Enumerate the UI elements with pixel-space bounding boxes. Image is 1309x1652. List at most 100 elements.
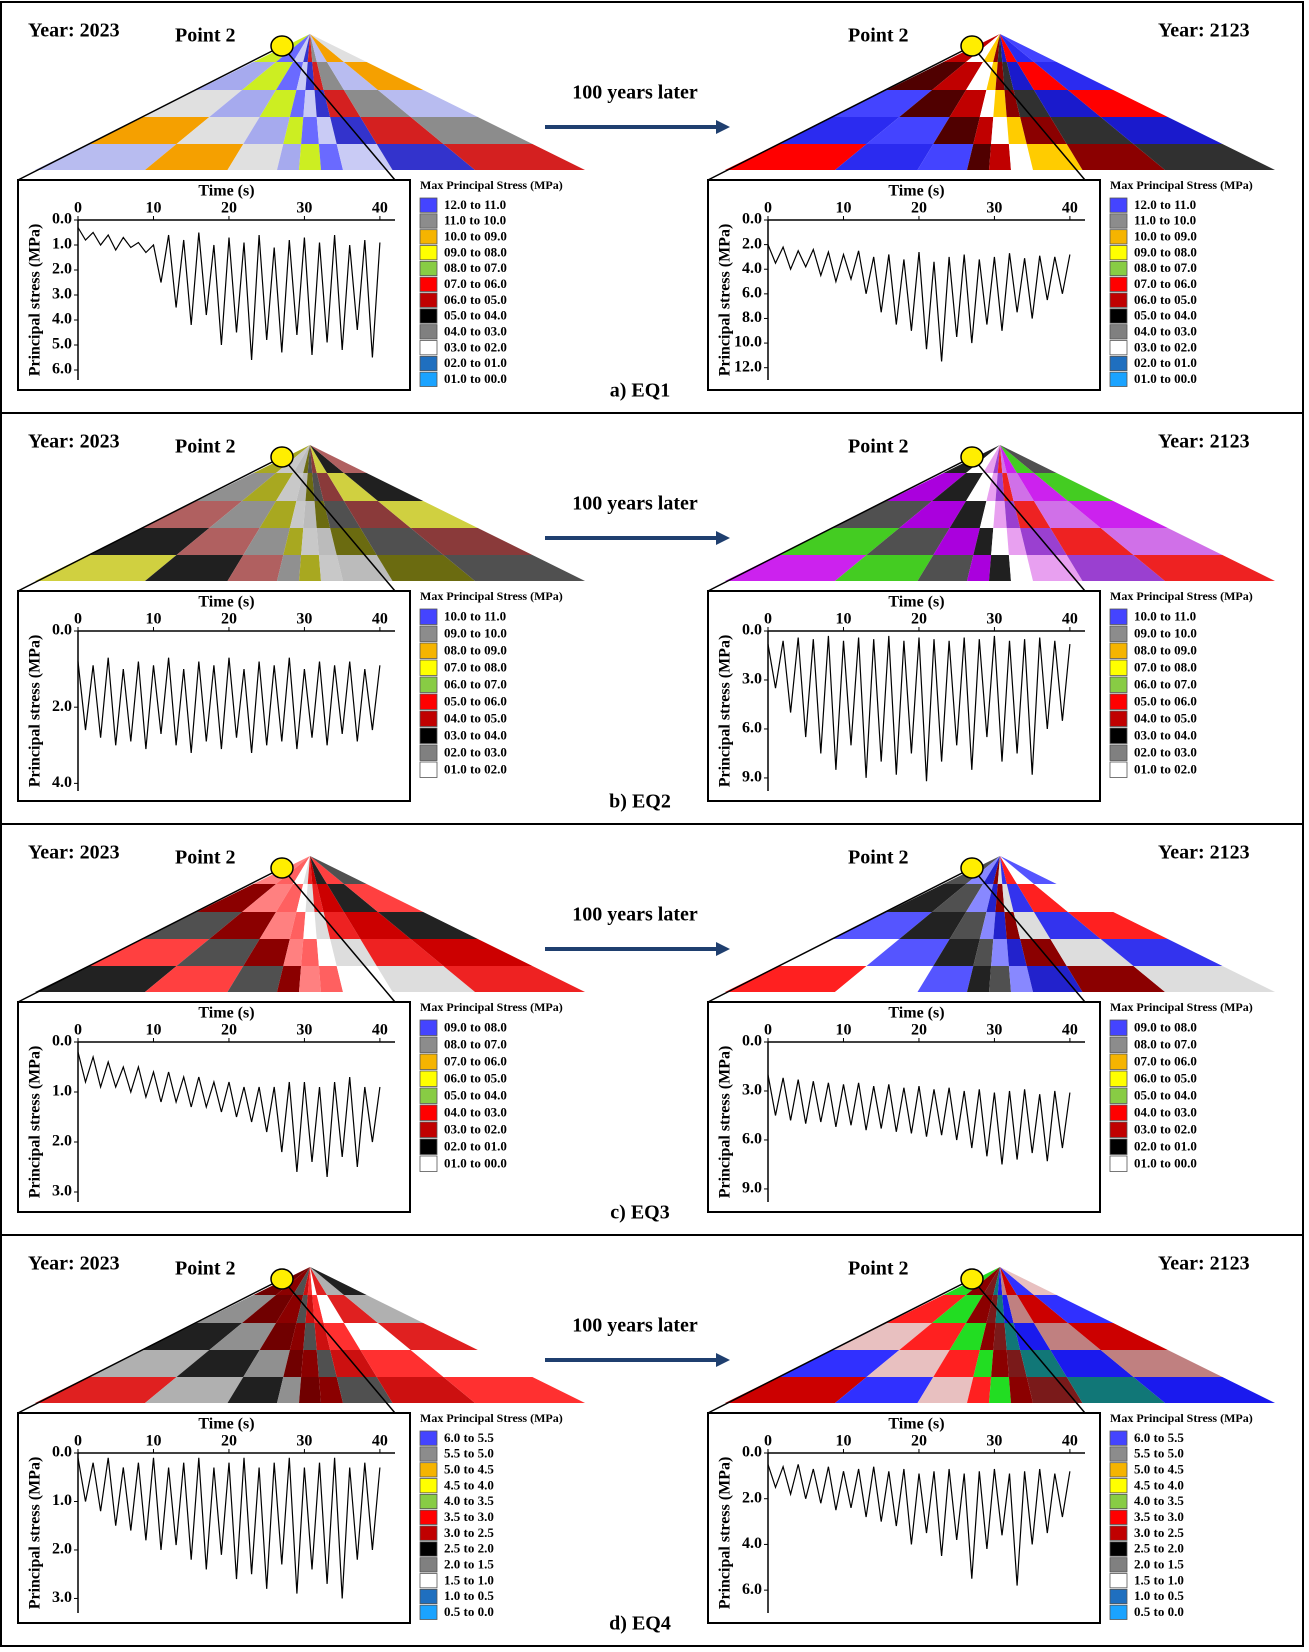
- legend-label: 04.0 to 03.0: [444, 1104, 507, 1119]
- legend-swatch: [1109, 1446, 1128, 1462]
- dam-cell: [997, 34, 1003, 62]
- dam-cell: [209, 501, 277, 528]
- year-label: Year: 2023: [28, 1253, 120, 1275]
- legend-label: 03.0 to 04.0: [444, 727, 507, 742]
- y-tick-label: 2.0: [52, 1541, 72, 1558]
- x-tick-label: 30: [986, 1022, 1002, 1039]
- dam-cell: [242, 884, 294, 912]
- dam-cell: [376, 555, 475, 581]
- zoom-line: [281, 1278, 396, 1414]
- legend-swatch: [1109, 761, 1128, 778]
- legend-swatch: [1109, 625, 1128, 642]
- dam-cell: [343, 501, 411, 528]
- inset-box: [707, 590, 1101, 802]
- stress-line: [767, 635, 1071, 782]
- y-tick-label: 2.0: [52, 261, 72, 278]
- stress-line: [767, 1464, 1071, 1586]
- dam-cell: [253, 856, 310, 884]
- zoom-line: [17, 867, 283, 1003]
- dam-cell: [986, 1295, 998, 1323]
- dam-cell: [145, 144, 244, 170]
- y-tick-label: 0.0: [52, 622, 72, 639]
- dam-cell: [993, 90, 1007, 117]
- legend-swatch: [419, 1087, 438, 1104]
- dam-cell: [967, 966, 992, 992]
- x-tick-label: 40: [1062, 1022, 1078, 1039]
- legend-label: 04.0 to 03.0: [1134, 324, 1197, 339]
- legend-label: 02.0 to 03.0: [444, 744, 507, 759]
- x-tick-label: 0: [764, 611, 772, 628]
- dam-cell: [1006, 1295, 1034, 1323]
- dam-cell: [997, 445, 1003, 473]
- dam-cell: [835, 966, 934, 992]
- x-tick-label: 0: [74, 611, 82, 628]
- dam-cell: [310, 1267, 367, 1295]
- dam-cell: [989, 1377, 1011, 1403]
- legend-label: 03.0 to 02.0: [1134, 1121, 1197, 1136]
- legend-swatch: [419, 1588, 438, 1605]
- legend-label: 08.0 to 09.0: [444, 642, 507, 657]
- point-marker: [270, 446, 294, 468]
- legend-swatch: [1109, 1104, 1128, 1121]
- dam-cell: [725, 1377, 867, 1403]
- year-label: Year: 2023: [28, 431, 120, 453]
- legend-swatch: [419, 693, 438, 710]
- dam-cell: [307, 856, 313, 884]
- dam-cell: [336, 966, 393, 992]
- legend-label: 03.0 to 02.0: [1134, 339, 1197, 354]
- y-axis-label: Principal stress (MPa): [717, 224, 734, 377]
- y-tick-label: 9.0: [742, 769, 762, 786]
- legend-label: 09.0 to 08.0: [444, 1019, 507, 1034]
- dam-cell: [301, 939, 319, 966]
- dam-cell: [301, 117, 319, 144]
- dam-cell: [318, 144, 343, 170]
- legend-swatch: [419, 1462, 438, 1478]
- legend-swatch: [419, 371, 438, 387]
- dam-cell: [312, 473, 324, 501]
- x-tick-label: 10: [835, 1022, 851, 1039]
- legend-label: 06.0 to 05.0: [444, 1070, 507, 1085]
- dam-cell: [1008, 144, 1033, 170]
- legend-swatch: [419, 308, 438, 324]
- zoom-line: [971, 45, 1086, 181]
- dam-cell: [993, 1323, 1007, 1350]
- x-tick-label: 10: [145, 1433, 161, 1450]
- dam-cell: [917, 966, 974, 992]
- legend-label: 1.0 to 0.5: [1134, 1588, 1184, 1603]
- dam-cell: [293, 856, 310, 884]
- dam-cell: [993, 501, 1007, 528]
- x-tick-label: 0: [764, 1433, 772, 1450]
- legend-swatch: [419, 1019, 438, 1036]
- zoom-line: [281, 867, 396, 1003]
- y-tick-label: 0.0: [52, 1033, 72, 1050]
- dam-cell: [1066, 1377, 1165, 1403]
- dam-cell: [986, 62, 998, 90]
- x-axis-label: Time (s): [888, 183, 944, 200]
- dam-cell: [1026, 144, 1083, 170]
- zoom-line: [707, 1278, 973, 1414]
- y-tick-label: 5.0: [52, 336, 72, 353]
- legend-swatch: [1109, 608, 1128, 625]
- dam-cell: [997, 856, 1003, 884]
- dam-cell: [1002, 884, 1014, 912]
- dam-cell: [866, 117, 950, 144]
- legend-label: 01.0 to 02.0: [444, 761, 507, 776]
- dam-cell: [1100, 528, 1223, 555]
- dam-cell: [966, 473, 994, 501]
- dam-cell: [1004, 501, 1021, 528]
- y-tick-label: 6.0: [742, 1581, 762, 1598]
- dam-cell: [899, 501, 967, 528]
- y-axis-label: Principal stress (MPa): [717, 1457, 734, 1610]
- legend-label: 09.0 to 08.0: [1134, 244, 1197, 259]
- dam-cell: [1016, 473, 1068, 501]
- legend-swatch: [419, 276, 438, 292]
- zoom-line: [971, 456, 1086, 592]
- zoom-line: [281, 456, 396, 592]
- dam-cell: [289, 1323, 306, 1350]
- point-label: Point 2: [848, 436, 909, 458]
- dam-cell: [35, 966, 177, 992]
- dam-cell: [899, 1323, 967, 1350]
- legend-swatch: [1109, 642, 1128, 659]
- legend-label: 3.5 to 3.0: [1134, 1509, 1184, 1524]
- legend-swatch: [1109, 355, 1128, 372]
